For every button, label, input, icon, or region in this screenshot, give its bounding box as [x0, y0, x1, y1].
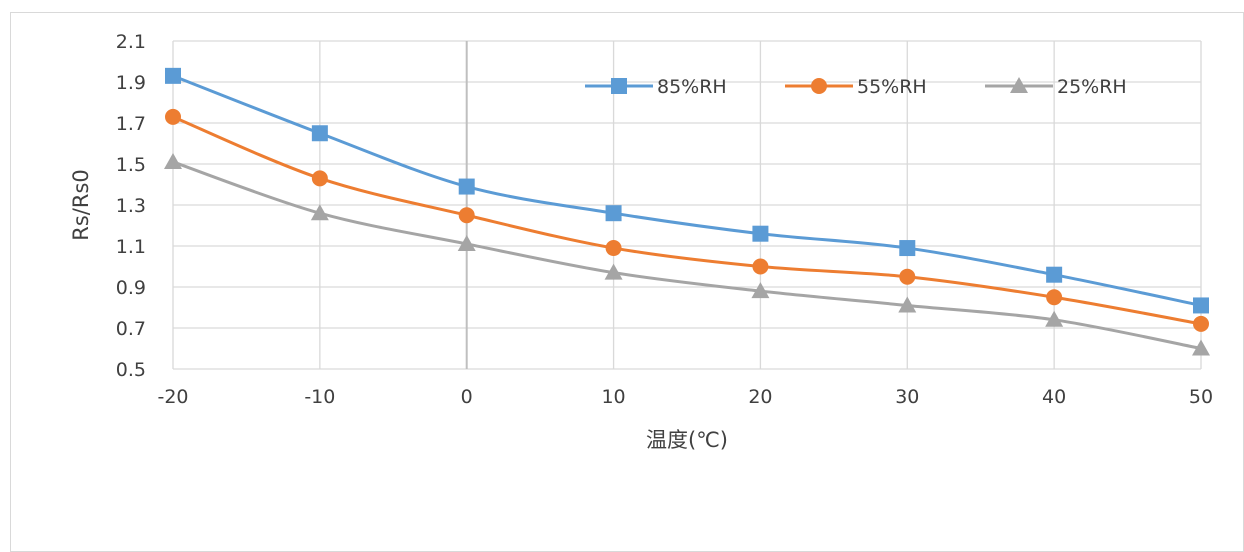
data-point-marker [311, 170, 328, 187]
legend-entry: 25%RH [985, 76, 1127, 98]
data-point-marker [604, 263, 623, 280]
data-point-marker [1192, 339, 1210, 356]
x-tick-label: 20 [748, 386, 772, 408]
data-point-marker [1046, 289, 1063, 306]
x-tick-label: 30 [895, 386, 919, 408]
data-point-marker [310, 204, 329, 221]
data-point-marker [898, 296, 917, 313]
data-point-marker [457, 234, 476, 251]
legend-label: 85%RH [657, 76, 727, 98]
data-point-marker [1046, 266, 1063, 283]
series-85pct-rh [165, 67, 1209, 314]
gridlines [172, 40, 1202, 370]
data-point-marker [458, 178, 475, 195]
y-tick-labels: 0.5 0.7 0.9 1.1 1.3 1.5 1.7 1.9 2.1 [116, 31, 146, 381]
series-55pct-rh [165, 108, 1209, 332]
data-point-marker [752, 258, 769, 275]
data-point-marker [1193, 315, 1209, 332]
data-point-marker [1193, 297, 1209, 314]
series-line [172, 160, 1202, 350]
chart-frame [10, 12, 1244, 552]
data-point-marker [165, 67, 181, 84]
data-point-marker [899, 240, 916, 257]
legend-marker [811, 78, 827, 94]
line-chart: 0.5 0.7 0.9 1.1 1.3 1.5 1.7 1.9 2.1 -20 -10 0 10 20 3… [69, 31, 1213, 452]
x-tick-label: 10 [601, 386, 625, 408]
data-point-marker [458, 207, 475, 224]
legend-label: 55%RH [857, 76, 927, 98]
y-tick-label: 0.5 [116, 359, 146, 381]
data-point-marker [752, 225, 769, 242]
x-tick-label: 40 [1042, 386, 1066, 408]
data-point-marker [751, 282, 770, 299]
data-point-marker [899, 268, 916, 285]
x-tick-label: 50 [1189, 386, 1213, 408]
y-tick-label: 0.7 [116, 318, 146, 340]
legend-marker [1010, 77, 1028, 93]
y-tick-label: 1.1 [116, 236, 146, 258]
legend-entry: 55%RH [785, 76, 927, 98]
data-point-marker [311, 125, 328, 142]
legend: 85%RH 55%RH 25%RH [585, 76, 1127, 98]
legend-entry: 85%RH [585, 76, 727, 98]
x-tick-label: -20 [157, 386, 188, 408]
y-tick-label: 1.3 [116, 195, 146, 217]
data-point-marker [164, 152, 182, 169]
y-tick-label: 1.7 [116, 113, 146, 135]
data-point-marker [605, 240, 622, 257]
data-point-marker [165, 108, 181, 125]
x-tick-labels: -20 -10 0 10 20 30 40 50 [157, 386, 1213, 408]
y-axis-title: Rs/Rs0 [69, 169, 93, 241]
y-tick-label: 1.5 [116, 154, 146, 176]
y-tick-label: 2.1 [116, 31, 146, 53]
x-axis-title: 温度(℃) [646, 428, 728, 452]
y-tick-label: 0.9 [116, 277, 146, 299]
legend-marker [611, 78, 627, 94]
series-line [172, 74, 1202, 307]
x-tick-label: 0 [461, 386, 473, 408]
x-tick-label: -10 [304, 386, 335, 408]
data-point-marker [1045, 310, 1064, 327]
series-line [172, 115, 1202, 326]
series-25pct-rh [164, 152, 1210, 356]
data-point-marker [605, 205, 622, 222]
y-tick-label: 1.9 [116, 72, 146, 94]
series-group [164, 67, 1210, 356]
legend-label: 25%RH [1057, 76, 1127, 98]
